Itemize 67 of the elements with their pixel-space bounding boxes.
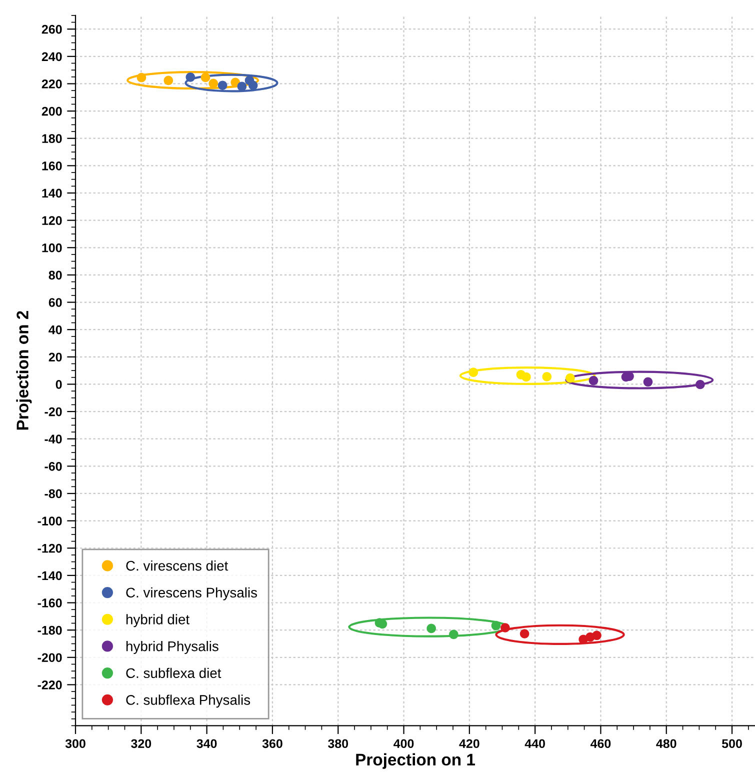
y-tick-label: -20: [44, 407, 62, 416]
point: [164, 76, 174, 86]
x-tick-label: 500: [722, 739, 742, 748]
x-tick-label: 320: [131, 739, 152, 748]
x-tick-label: 400: [394, 739, 414, 748]
point: [186, 72, 196, 82]
y-tick-label: 140: [42, 188, 62, 198]
point: [542, 372, 552, 382]
y-tick-label: 120: [42, 216, 62, 225]
x-axis-title: Projection on 1: [356, 753, 475, 769]
point: [426, 624, 436, 634]
point: [520, 629, 530, 638]
point: [491, 620, 501, 630]
x-tick-label: 360: [262, 739, 282, 748]
legend-label: C. subflexa diet: [126, 668, 222, 678]
point: [500, 623, 510, 632]
y-tick-label: 220: [42, 80, 62, 88]
point: [208, 78, 218, 88]
point: [200, 72, 210, 82]
point: [136, 72, 146, 82]
legend-label: C. virescens diet: [126, 560, 228, 571]
x-tick-label: 460: [590, 739, 611, 748]
x-tick-label: 300: [65, 739, 86, 748]
point: [449, 630, 458, 640]
y-tick-label: -180: [38, 626, 62, 635]
y-tick-label: 80: [48, 270, 62, 280]
y-tick-label: -100: [38, 516, 62, 526]
y-tick-label: 200: [42, 106, 62, 116]
point: [522, 372, 531, 382]
y-tick-label: 100: [42, 243, 62, 252]
y-tick-label: 160: [42, 161, 62, 170]
x-tick-label: 340: [196, 739, 217, 748]
y-tick-label: -200: [38, 653, 62, 662]
legend-label: hybrid Physalis: [126, 641, 218, 654]
point: [588, 376, 598, 386]
x-tick-label: 380: [328, 739, 348, 748]
point: [696, 380, 705, 390]
point: [218, 80, 228, 90]
y-tick-label: 60: [48, 298, 62, 307]
legend-label: hybrid diet: [126, 614, 190, 628]
y-tick-label: 240: [42, 52, 62, 62]
x-tick-label: 480: [656, 739, 676, 748]
y-tick-label: 20: [48, 352, 62, 362]
point: [468, 368, 478, 377]
y-axis-title: Projection on 2: [16, 311, 32, 430]
point: [230, 78, 240, 88]
point: [237, 82, 247, 92]
y-tick-label: -220: [38, 680, 62, 690]
point: [643, 377, 653, 387]
y-tick-label: -60: [44, 462, 62, 471]
point: [378, 619, 388, 629]
legend-label: C. virescens Physalis: [126, 587, 257, 600]
point: [248, 80, 258, 90]
y-tick-label: 0: [56, 380, 62, 389]
y-tick-label: 40: [48, 325, 62, 334]
point: [592, 630, 602, 640]
y-tick-label: -80: [44, 489, 62, 498]
y-tick-label: -120: [38, 544, 62, 553]
legend-label: C. subflexa Physalis: [126, 694, 250, 708]
x-tick-label: 420: [459, 739, 480, 748]
point: [566, 373, 575, 383]
y-tick-label: 260: [42, 24, 62, 34]
x-tick-label: 440: [524, 739, 545, 748]
y-tick-label: -160: [38, 598, 62, 608]
y-tick-label: -40: [44, 434, 62, 444]
y-tick-label: 180: [42, 134, 62, 144]
y-tick-label: -140: [38, 571, 62, 580]
